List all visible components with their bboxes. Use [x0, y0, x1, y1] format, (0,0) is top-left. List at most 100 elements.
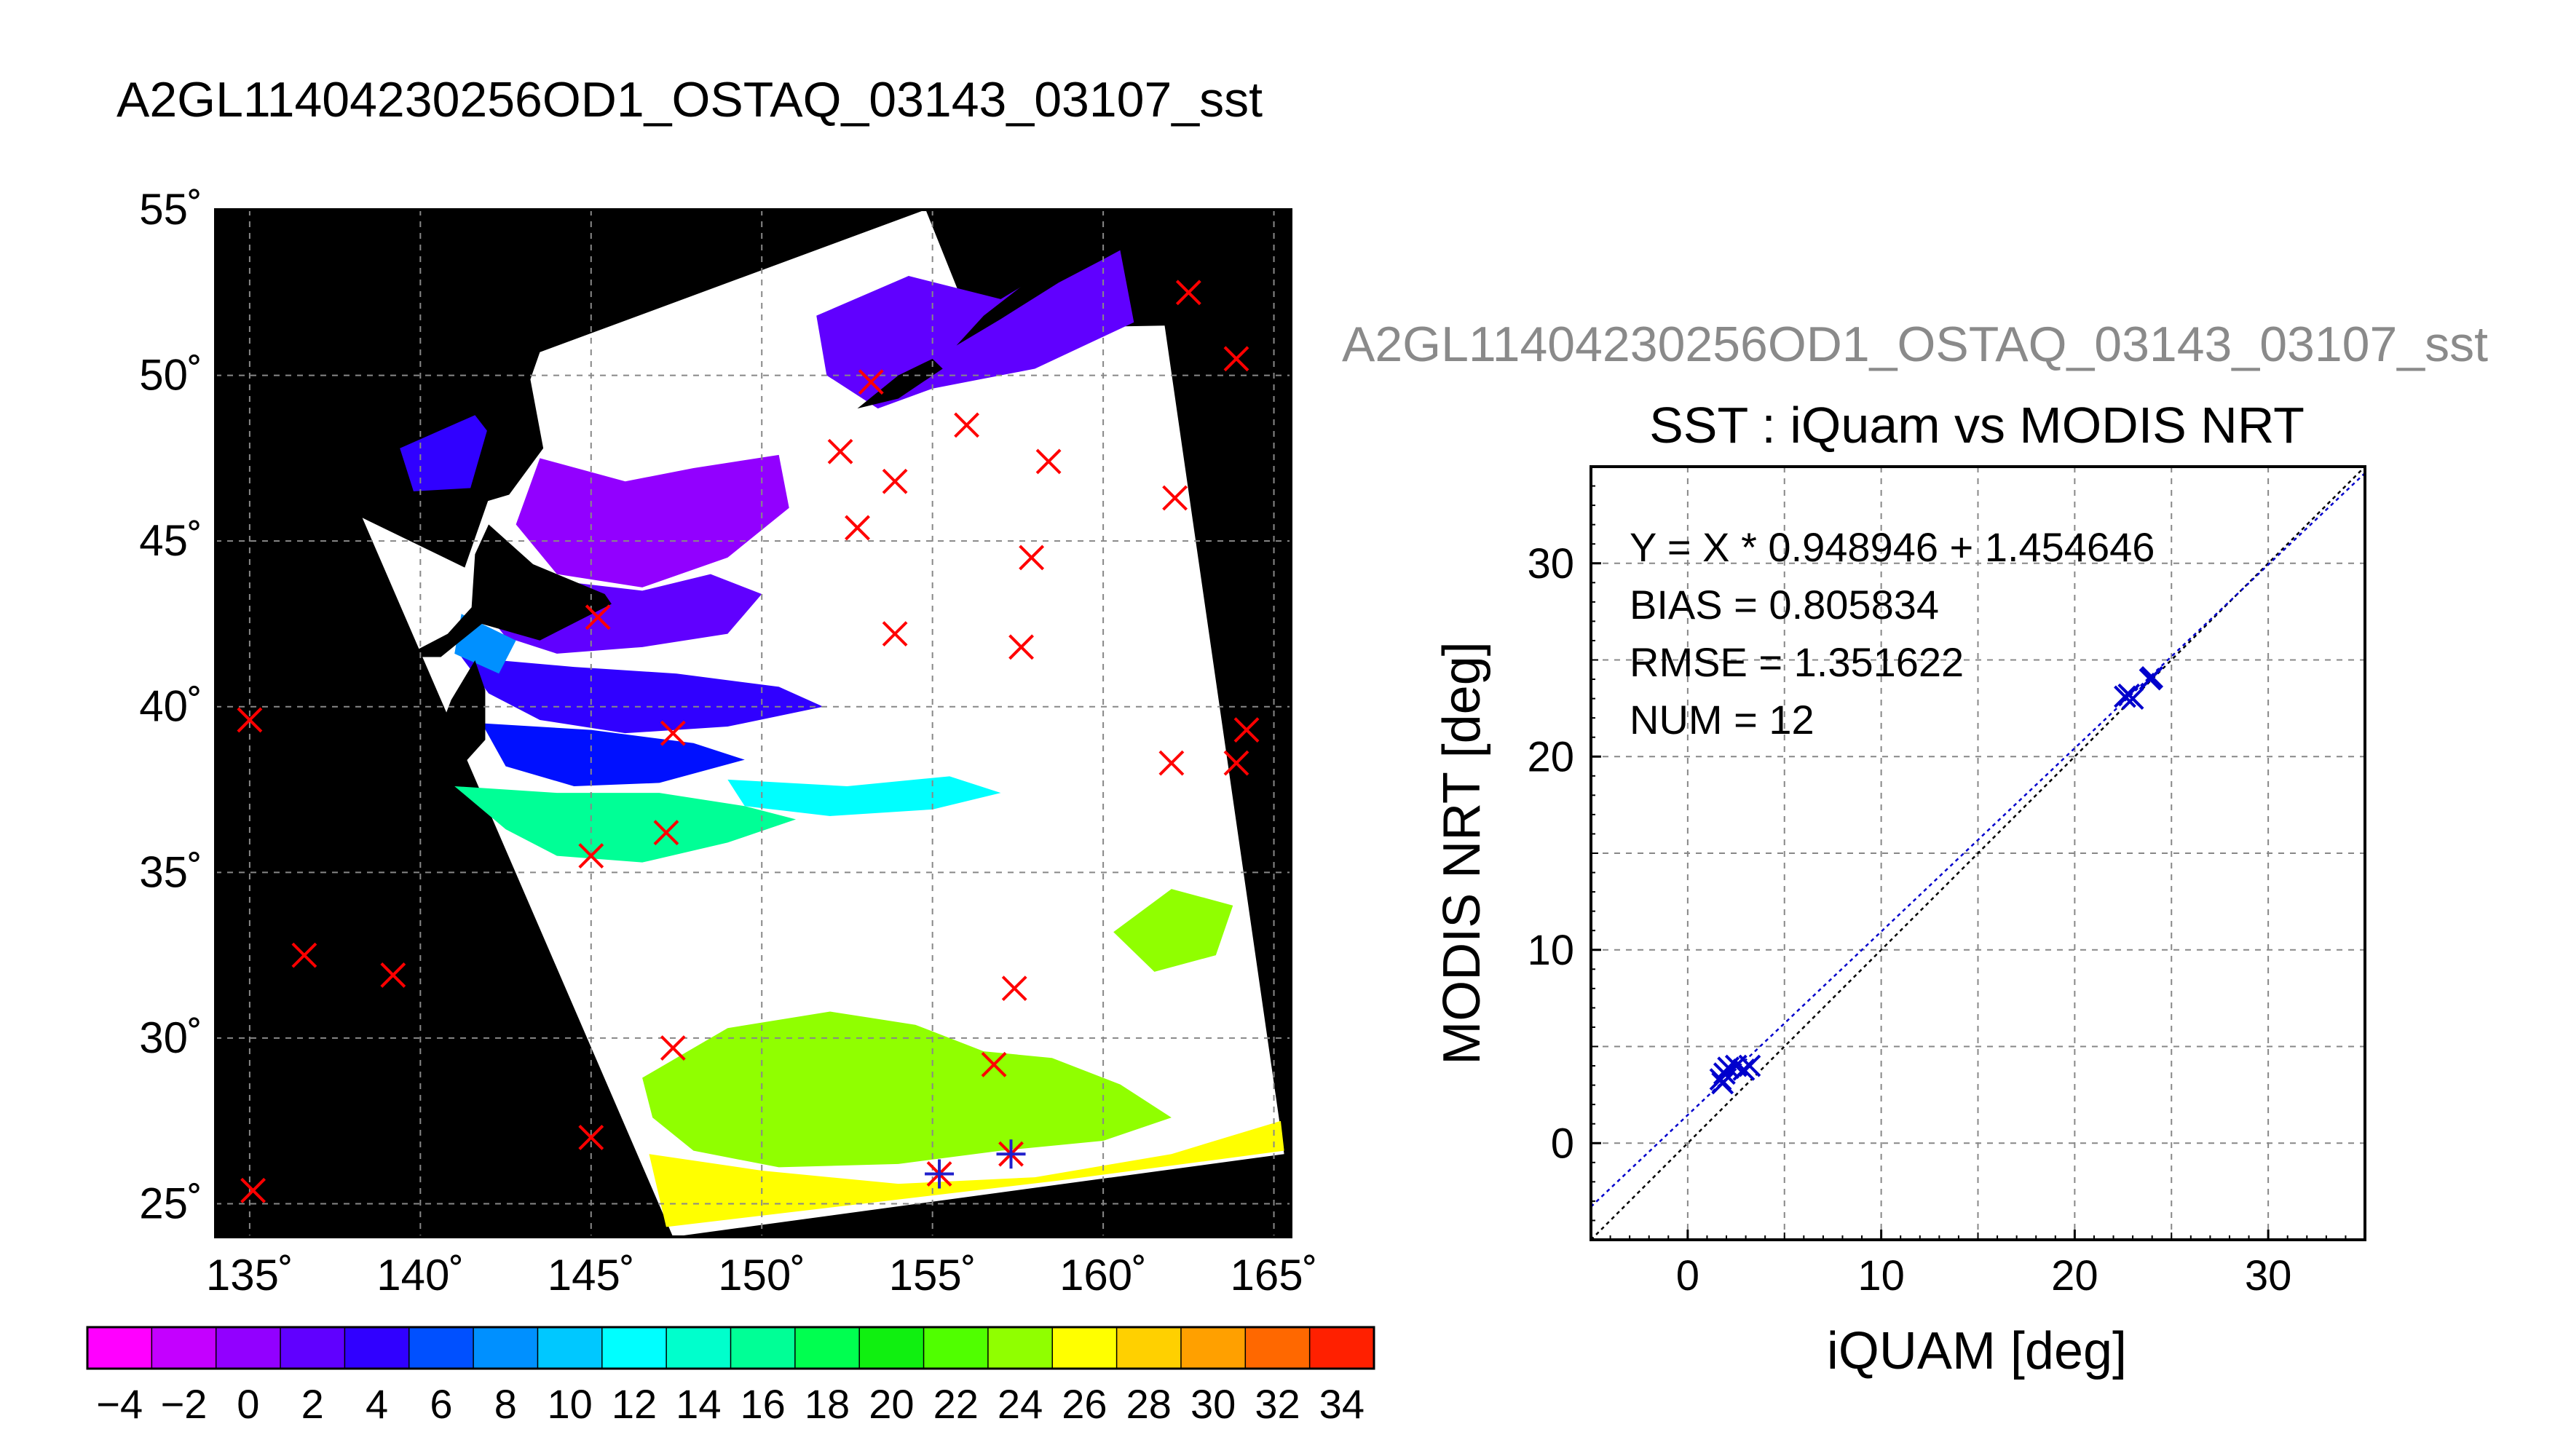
buoy-point: [660, 720, 686, 746]
marker-stroke: [827, 438, 853, 464]
scatter-annotations: Y = X * 0.948946 + 1.454646 BIAS = 0.8058…: [1630, 524, 2155, 743]
buoy-point: [237, 707, 263, 733]
map-x-tick-label: 140˚: [376, 1251, 464, 1299]
marker-stroke: [578, 843, 604, 869]
colorbar-label: 8: [494, 1381, 517, 1427]
colorbar-label: −4: [96, 1381, 143, 1427]
scatter-x-tick-label: 20: [2051, 1252, 2098, 1299]
map-y-tick-label: 35˚: [139, 847, 202, 896]
marker-stroke: [882, 621, 908, 647]
buoy-point: [954, 412, 979, 438]
scatter-title: SST : iQuam vs MODIS NRT: [1649, 397, 2305, 454]
marker-stroke: [2121, 687, 2144, 711]
colorbar-cell: [666, 1326, 732, 1369]
marker-stroke: [1223, 750, 1249, 776]
marker-stroke: [291, 942, 317, 968]
map-x-tick-label: 145˚: [548, 1251, 635, 1299]
marker-stroke: [1223, 346, 1249, 372]
colorbar-cell: [280, 1326, 346, 1369]
land-mass: [857, 358, 943, 409]
colorbar-cell: [858, 1326, 925, 1369]
buoy-point: [291, 942, 317, 968]
sst-region: [649, 1120, 1284, 1227]
colorbar: −4 −2 0 2 4 6 8 10 12 14 16 18 20 22 24 26 28 30 32 34: [86, 1326, 1375, 1427]
map-y-tick-label: 30˚: [139, 1013, 202, 1062]
marker-stroke: [653, 820, 679, 846]
marker-stroke: [981, 1051, 1007, 1077]
colorbar-label: 30: [1190, 1381, 1236, 1427]
sst-region: [516, 454, 789, 587]
buoy-point: [845, 515, 870, 541]
sst-region: [454, 786, 797, 863]
matched-buoy-point: [925, 1159, 955, 1189]
colorbar-cell: [151, 1326, 217, 1369]
colorbar-label: 24: [998, 1381, 1043, 1427]
scatter-point: [1738, 1054, 1761, 1077]
colorbar-label: 2: [301, 1381, 324, 1427]
marker-stroke: [2141, 665, 2164, 689]
marker-stroke: [660, 1035, 686, 1061]
buoy-point: [578, 1125, 604, 1150]
map-frame: [214, 208, 1292, 1238]
land-mass: [400, 660, 486, 807]
colorbar-cell: [601, 1326, 668, 1369]
colorbar-label: 28: [1126, 1381, 1172, 1427]
map-x-tick-label: 135˚: [206, 1251, 293, 1299]
buoy-point: [380, 962, 406, 988]
map-x-ticks: 135˚ 140˚ 145˚ 150˚ 155˚ 160˚ 165˚: [206, 1251, 1318, 1299]
colorbar-cell: [537, 1326, 604, 1369]
scatter-annotation: Y = X * 0.948946 + 1.454646: [1630, 524, 2155, 570]
marker-stroke: [1162, 485, 1188, 511]
colorbar-frame: [86, 1326, 1375, 1370]
marker-stroke: [1233, 717, 1260, 743]
scatter-points: [1709, 665, 2164, 1095]
buoy-point: [1175, 280, 1201, 306]
colorbar-cell: [794, 1326, 861, 1369]
buoy-point: [1035, 448, 1062, 475]
marker-stroke: [1008, 634, 1034, 660]
map-y-tick-label: 55˚: [139, 185, 202, 234]
sst-region: [1113, 889, 1233, 972]
scatter-y-tick-label: 30: [1527, 540, 1574, 587]
colorbar-cell: [987, 1326, 1054, 1369]
marker-stroke: [1738, 1054, 1761, 1077]
matched-buoy-point: [996, 1139, 1026, 1169]
marker-stroke: [1019, 545, 1045, 571]
colorbar-cell: [1051, 1326, 1118, 1369]
scatter-y-tick-label: 20: [1527, 733, 1574, 780]
colorbar-label: 22: [933, 1381, 979, 1427]
sst-region: [642, 1011, 1172, 1168]
scatter-x-label: iQUAM [deg]: [1827, 1322, 2127, 1380]
buoy-point: [578, 843, 604, 869]
colorbar-label: 32: [1255, 1381, 1300, 1427]
marker-stroke: [578, 1125, 604, 1150]
land-mass: [465, 272, 561, 508]
colorbar-cell: [215, 1326, 282, 1369]
scatter-annotation: NUM = 12: [1630, 697, 1814, 743]
land-mass: [403, 524, 612, 657]
scatter-x-tick-label: 30: [2245, 1252, 2292, 1299]
map-y-tick-label: 45˚: [139, 516, 202, 565]
buoy-point: [858, 369, 884, 395]
colorbar-label: 4: [366, 1381, 388, 1427]
buoy-point: [827, 438, 853, 464]
colorbar-cell: [473, 1326, 539, 1369]
scatter-y-tick-label: 10: [1527, 927, 1574, 974]
marker-stroke: [1158, 750, 1185, 776]
buoy-point: [1158, 750, 1185, 776]
buoy-point: [1019, 545, 1045, 571]
colorbar-cell: [1308, 1326, 1375, 1369]
map-x-tick-label: 150˚: [718, 1251, 805, 1299]
sst-map: 135˚ 140˚ 145˚ 150˚ 155˚ 160˚ 165˚ 25˚ 30˚ 35˚ 40…: [139, 185, 1317, 1299]
marker-stroke: [1035, 448, 1062, 475]
map-x-tick-label: 155˚: [889, 1251, 976, 1299]
colorbar-label: 0: [237, 1381, 259, 1427]
marker-stroke: [1175, 280, 1201, 306]
colorbar-cell: [923, 1326, 990, 1369]
buoy-point: [240, 1177, 266, 1203]
scatter-point: [2121, 687, 2144, 711]
colorbar-cell: [730, 1326, 797, 1369]
colorbar-cells: [87, 1326, 1375, 1369]
colorbar-label: 18: [805, 1381, 850, 1427]
